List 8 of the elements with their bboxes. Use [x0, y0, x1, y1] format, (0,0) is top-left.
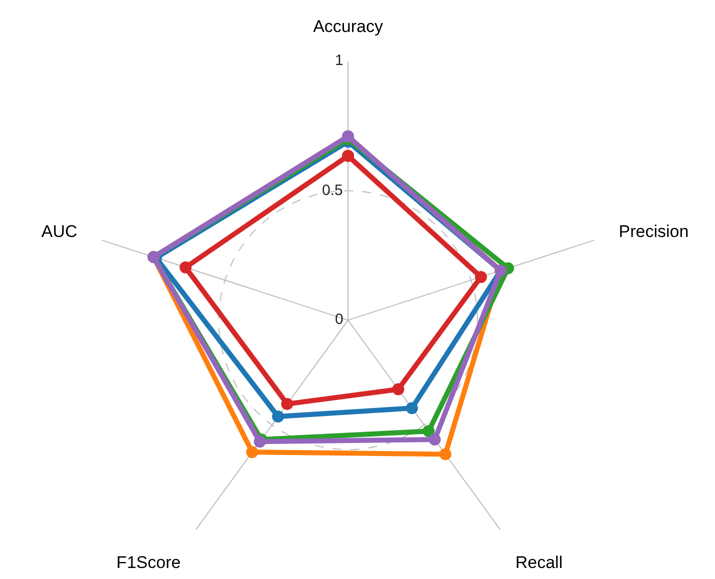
y-tick-label: 1: [335, 52, 344, 69]
spoke-label: F1Score: [116, 552, 181, 572]
y-tick-label: 0: [335, 311, 344, 328]
spoke-label: Recall: [515, 552, 563, 572]
spoke-label: Precision: [618, 222, 689, 241]
y-tick-label: 0.5: [322, 182, 343, 199]
spoke-label: Accuracy: [313, 17, 384, 36]
spoke-label: AUC: [41, 222, 78, 241]
